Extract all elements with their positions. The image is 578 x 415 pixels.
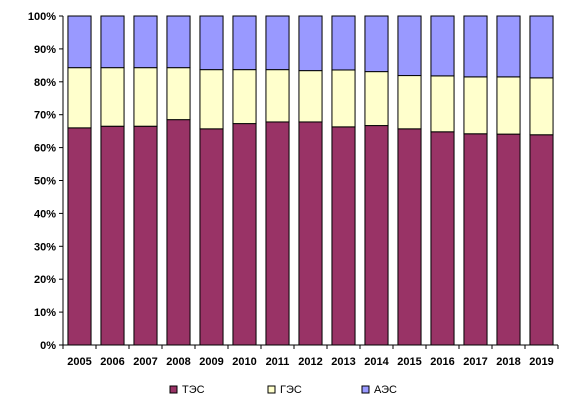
- bar-segment-ГЭС: [430, 75, 455, 133]
- bar-segment-ТЭС: [463, 133, 488, 346]
- bar-segment-ГЭС: [397, 75, 422, 130]
- bar-segment-АЭС: [166, 15, 191, 69]
- legend-label: ТЭС: [182, 384, 205, 396]
- y-tick-label: 50%: [34, 176, 56, 188]
- legend-label: АЭС: [374, 384, 397, 396]
- bar-segment-ГЭС: [232, 69, 257, 125]
- x-tick-label: 2014: [364, 356, 389, 368]
- bars: [67, 15, 554, 346]
- y-tick-label: 80%: [34, 77, 56, 89]
- x-tick-label: 2012: [298, 356, 322, 368]
- bar-segment-ГЭС: [298, 70, 323, 123]
- x-tick-label: 2009: [199, 356, 223, 368]
- y-axis: 0% 10% 20% 30% 40% 50% 60% 70% 80% 90% 100%: [28, 11, 64, 352]
- y-tick-label: 30%: [34, 241, 56, 253]
- bar-segment-АЭС: [463, 15, 488, 78]
- y-tick-label: 70%: [34, 110, 56, 122]
- bar-segment-АЭС: [67, 15, 92, 69]
- legend-swatch: [267, 385, 276, 394]
- bar-segment-АЭС: [331, 15, 356, 71]
- bar-segment-ГЭС: [463, 76, 488, 135]
- bar-segment-АЭС: [100, 15, 125, 69]
- bar-segment-ТЭС: [364, 125, 389, 346]
- bar-segment-АЭС: [232, 15, 257, 71]
- bar-segment-ГЭС: [166, 67, 191, 121]
- bar-segment-ТЭС: [529, 134, 554, 346]
- bar-segment-ГЭС: [67, 67, 92, 129]
- bar-segment-ГЭС: [265, 69, 290, 123]
- bar-segment-АЭС: [397, 15, 422, 77]
- bar-segment-ТЭС: [67, 127, 92, 346]
- bar-segment-ГЭС: [100, 67, 125, 127]
- bar-segment-ТЭС: [298, 121, 323, 346]
- y-tick-label: 40%: [34, 208, 56, 220]
- bar-segment-ТЭС: [133, 125, 158, 346]
- y-tick-label: 0%: [40, 340, 56, 352]
- y-tick-label: 90%: [34, 44, 56, 56]
- bar-segment-ГЭС: [331, 69, 356, 128]
- bar-segment-ГЭС: [133, 67, 158, 127]
- bar-segment-ТЭС: [265, 121, 290, 346]
- y-tick-label: 60%: [34, 143, 56, 155]
- bar-segment-АЭС: [430, 15, 455, 77]
- bar-segment-АЭС: [199, 15, 224, 71]
- y-tick-label: 100%: [28, 11, 56, 23]
- bar-segment-ГЭС: [199, 69, 224, 130]
- x-tick-label: 2017: [463, 356, 487, 368]
- bar-segment-АЭС: [529, 15, 554, 79]
- x-tick-label: 2010: [232, 356, 256, 368]
- bar-segment-АЭС: [364, 15, 389, 73]
- bar-segment-ГЭС: [529, 77, 554, 136]
- bar-segment-ТЭС: [100, 125, 125, 346]
- bar-segment-ТЭС: [199, 128, 224, 346]
- legend: ТЭС ГЭС АЭС: [169, 384, 397, 396]
- bar-segment-ТЭС: [397, 128, 422, 346]
- x-tick-label: 2015: [397, 356, 421, 368]
- x-tick-label: 2016: [430, 356, 454, 368]
- bar-segment-АЭС: [265, 15, 290, 71]
- bar-segment-АЭС: [298, 15, 323, 72]
- bar-segment-АЭС: [496, 15, 521, 78]
- x-tick-label: 2007: [133, 356, 157, 368]
- x-tick-label: 2011: [266, 356, 290, 368]
- bar-segment-ГЭС: [364, 71, 389, 127]
- x-tick-label: 2013: [331, 356, 355, 368]
- x-tick-label: 2008: [166, 356, 190, 368]
- x-tick-label: 2018: [496, 356, 520, 368]
- x-tick-label: 2006: [100, 356, 124, 368]
- bar-segment-ТЭС: [166, 119, 191, 346]
- x-tick-label: 2019: [529, 356, 553, 368]
- x-tick-label: 2005: [67, 356, 91, 368]
- y-tick-label: 10%: [34, 307, 56, 319]
- legend-label: ГЭС: [280, 384, 302, 396]
- y-tick-label: 20%: [34, 274, 56, 286]
- bar-segment-ТЭС: [232, 123, 257, 346]
- x-axis: 2005 2006 2007 2008 2009 2010 2011 2012 2013 2014…: [62, 344, 559, 368]
- bar-segment-ГЭС: [496, 76, 521, 135]
- bar-segment-АЭС: [133, 15, 158, 69]
- bar-segment-ТЭС: [331, 126, 356, 346]
- bar-segment-ТЭС: [430, 131, 455, 346]
- legend-swatch: [361, 385, 370, 394]
- legend-swatch: [169, 385, 178, 394]
- bar-segment-ТЭС: [496, 133, 521, 346]
